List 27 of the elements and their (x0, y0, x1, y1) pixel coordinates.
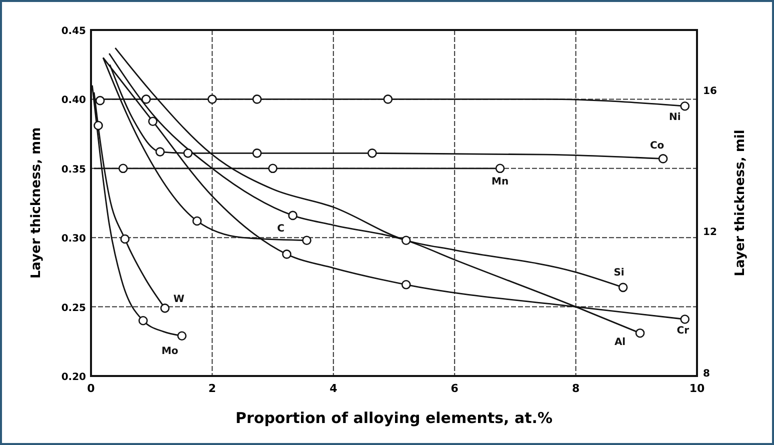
x-axis-title: Proportion of alloying elements, at.% (236, 409, 552, 427)
y2-tick-label: 16 (703, 86, 717, 98)
series-label: Mn (492, 176, 509, 188)
series-label: Ni (668, 112, 681, 124)
y2-axis-title: Layer thickness, mil (733, 130, 748, 276)
x-tick-label: 10 (689, 382, 705, 395)
series-label: Cr (676, 325, 690, 336)
x-tick-label: 0 (87, 382, 96, 395)
y-tick-label: 0.30 (61, 234, 86, 245)
y-tick-label: 0.25 (61, 302, 86, 314)
y-tick-label: 0.35 (61, 164, 86, 176)
series-label: Co (650, 140, 664, 152)
x-tick-label: 8 (572, 382, 580, 395)
y-tick-label: 0.20 (61, 372, 86, 383)
series-label: Mo (161, 346, 178, 357)
y2-tick-label: 8 (703, 368, 710, 380)
series-label: C (277, 223, 284, 234)
x-tick-label: 4 (330, 382, 338, 395)
y-tick-label: 0.40 (61, 95, 86, 106)
x-tick-label: 2 (208, 382, 216, 395)
series-label: W (173, 294, 184, 306)
x-tick-label: 6 (450, 382, 459, 395)
series-label: Al (614, 337, 626, 348)
y-axis-title: Layer thickness, mm (29, 127, 44, 279)
series-label: Si (614, 267, 624, 278)
y-tick-label: 0.45 (61, 26, 86, 37)
y2-tick-label: 12 (703, 227, 717, 238)
